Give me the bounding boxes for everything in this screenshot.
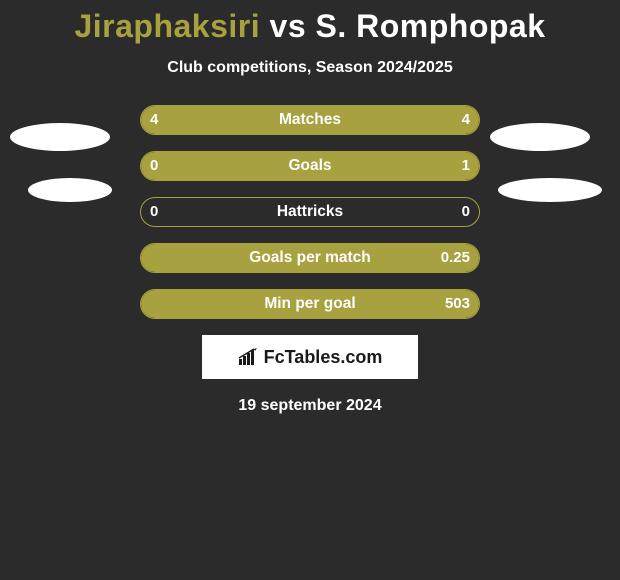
stat-bar — [140, 105, 480, 135]
stat-value-left: 0 — [150, 197, 158, 227]
stat-row: Min per goal503 — [0, 289, 620, 319]
stat-row: Goals01 — [0, 151, 620, 181]
stat-bar — [140, 289, 480, 319]
stat-bar-right-fill — [141, 290, 479, 318]
comparison-title: Jiraphaksiri vs S. Romphopak — [0, 0, 620, 45]
player1-name: Jiraphaksiri — [74, 8, 260, 44]
stat-value-left: 4 — [150, 105, 158, 135]
bar-chart-icon — [238, 348, 260, 366]
stat-bar-left-fill — [141, 106, 310, 134]
logo-text: FcTables.com — [264, 347, 383, 368]
stat-value-right: 4 — [462, 105, 470, 135]
stat-value-right: 0.25 — [441, 243, 470, 273]
decorative-ellipse — [490, 123, 590, 151]
stat-value-right: 503 — [445, 289, 470, 319]
stat-bar — [140, 197, 480, 227]
decorative-ellipse — [498, 178, 602, 202]
stat-value-right: 1 — [462, 151, 470, 181]
stat-value-right: 0 — [462, 197, 470, 227]
player2-name: S. Romphopak — [316, 8, 546, 44]
stat-bar — [140, 243, 480, 273]
decorative-ellipse — [28, 178, 112, 202]
stat-row: Goals per match0.25 — [0, 243, 620, 273]
stat-row: Hattricks00 — [0, 197, 620, 227]
stat-bar — [140, 151, 480, 181]
stat-bar-right-fill — [310, 106, 479, 134]
season-subtitle: Club competitions, Season 2024/2025 — [0, 59, 620, 77]
stat-bar-right-fill — [141, 152, 479, 180]
decorative-ellipse — [10, 123, 110, 151]
stat-value-left: 0 — [150, 151, 158, 181]
date-text: 19 september 2024 — [0, 397, 620, 415]
vs-text: vs — [270, 8, 307, 44]
fctables-logo[interactable]: FcTables.com — [202, 335, 418, 379]
stat-bar-right-fill — [141, 244, 479, 272]
